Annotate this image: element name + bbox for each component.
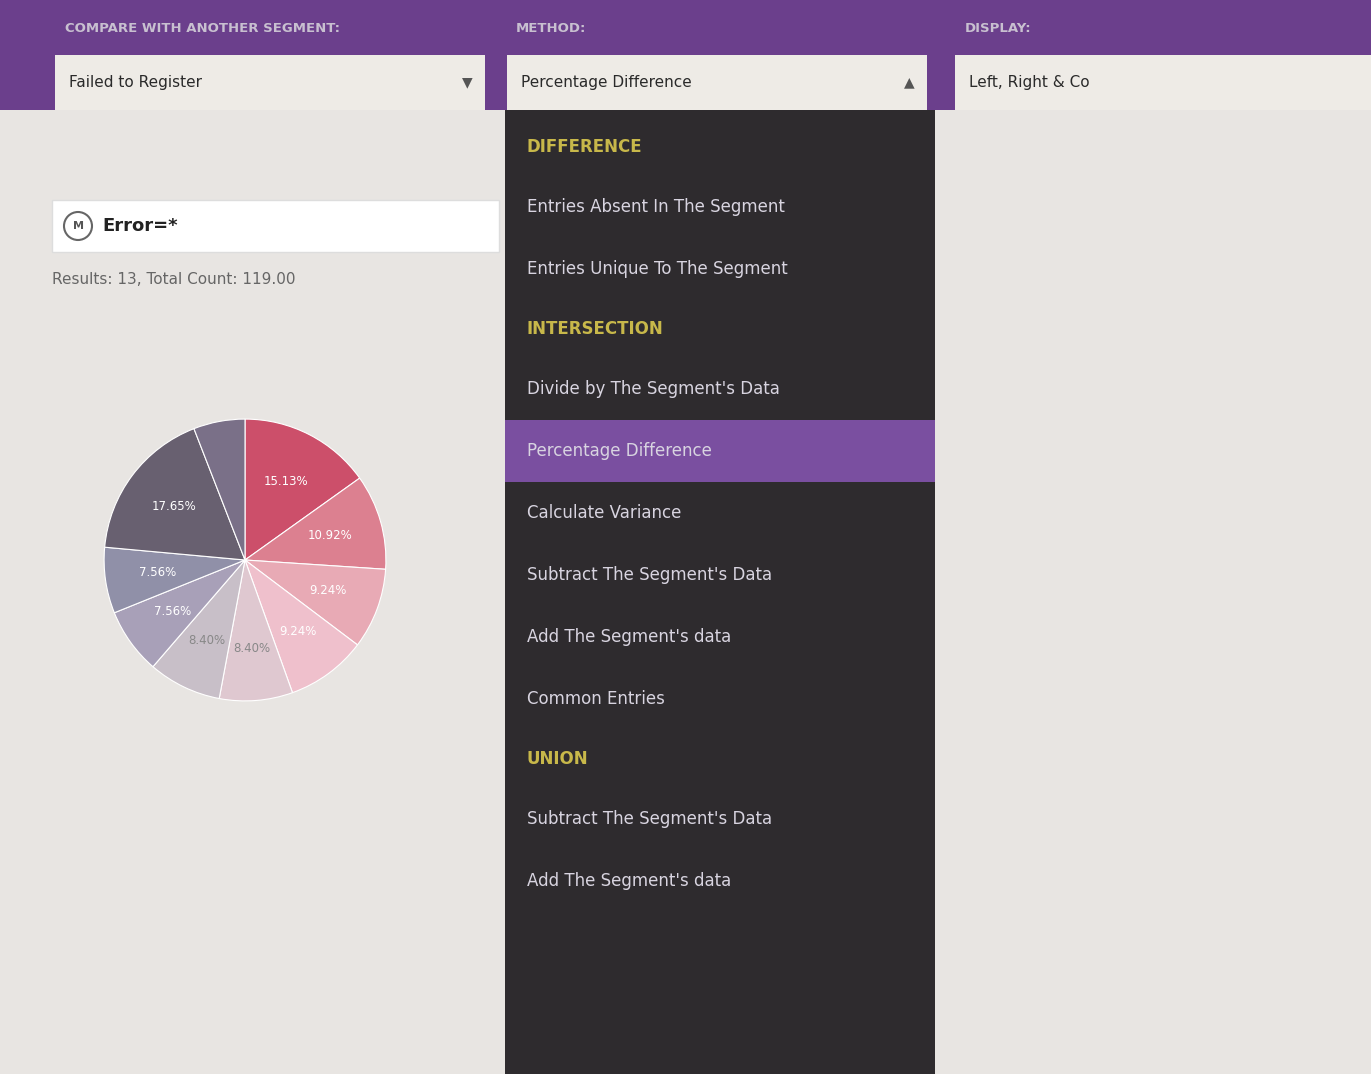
FancyBboxPatch shape xyxy=(0,0,1371,110)
Wedge shape xyxy=(193,419,245,560)
Text: METHOD:: METHOD: xyxy=(515,21,587,34)
Text: Percentage Difference: Percentage Difference xyxy=(526,442,712,460)
Text: Add The Segment's data: Add The Segment's data xyxy=(526,872,731,890)
Text: Subtract The Segment's Data: Subtract The Segment's Data xyxy=(526,810,772,828)
Wedge shape xyxy=(154,560,245,698)
FancyBboxPatch shape xyxy=(505,420,935,482)
Text: Add The Segment's data: Add The Segment's data xyxy=(526,628,731,645)
Text: Divide by The Segment's Data: Divide by The Segment's Data xyxy=(526,380,780,398)
FancyBboxPatch shape xyxy=(505,110,935,1074)
Text: Failed to Register: Failed to Register xyxy=(69,75,202,90)
Text: Error=*: Error=* xyxy=(101,217,178,235)
Wedge shape xyxy=(245,560,385,644)
Text: DIFFERENCE: DIFFERENCE xyxy=(526,137,643,156)
Text: Subtract The Segment's Data: Subtract The Segment's Data xyxy=(526,566,772,584)
Text: Left, Right & Co: Left, Right & Co xyxy=(969,75,1090,90)
Text: ▼: ▼ xyxy=(462,75,473,89)
Text: M: M xyxy=(73,221,84,231)
Text: Results: 13, Total Count: 119.00: Results: 13, Total Count: 119.00 xyxy=(52,273,296,288)
Text: Entries Unique To The Segment: Entries Unique To The Segment xyxy=(526,260,788,278)
Text: INTERSECTION: INTERSECTION xyxy=(526,320,664,338)
Text: 9.24%: 9.24% xyxy=(310,584,347,597)
Text: DISPLAY:: DISPLAY: xyxy=(965,21,1031,34)
Text: 7.56%: 7.56% xyxy=(138,566,175,580)
Text: 8.40%: 8.40% xyxy=(233,642,270,655)
Text: Entries Absent In The Segment: Entries Absent In The Segment xyxy=(526,198,784,216)
Text: COMPARE WITH ANOTHER SEGMENT:: COMPARE WITH ANOTHER SEGMENT: xyxy=(64,21,340,34)
Text: Common Entries: Common Entries xyxy=(526,690,665,708)
Text: Calculate Variance: Calculate Variance xyxy=(526,504,681,522)
FancyBboxPatch shape xyxy=(507,55,927,110)
FancyBboxPatch shape xyxy=(956,55,1371,110)
FancyBboxPatch shape xyxy=(52,200,499,252)
FancyBboxPatch shape xyxy=(55,55,485,110)
Text: ▲: ▲ xyxy=(903,75,914,89)
Text: 7.56%: 7.56% xyxy=(154,605,192,619)
Text: 8.40%: 8.40% xyxy=(188,634,225,647)
Wedge shape xyxy=(245,419,359,560)
Wedge shape xyxy=(219,560,292,701)
Wedge shape xyxy=(245,560,358,693)
Text: 10.92%: 10.92% xyxy=(308,529,352,542)
Text: UNION: UNION xyxy=(526,750,588,768)
Wedge shape xyxy=(114,560,245,667)
Wedge shape xyxy=(104,429,245,560)
Text: 9.24%: 9.24% xyxy=(278,625,317,638)
Text: 15.13%: 15.13% xyxy=(263,475,308,488)
Wedge shape xyxy=(245,478,385,569)
Wedge shape xyxy=(104,547,245,613)
FancyBboxPatch shape xyxy=(0,110,505,1074)
Text: 17.65%: 17.65% xyxy=(152,500,196,513)
FancyBboxPatch shape xyxy=(935,110,1371,1074)
Text: Percentage Difference: Percentage Difference xyxy=(521,75,692,90)
Circle shape xyxy=(64,212,92,240)
